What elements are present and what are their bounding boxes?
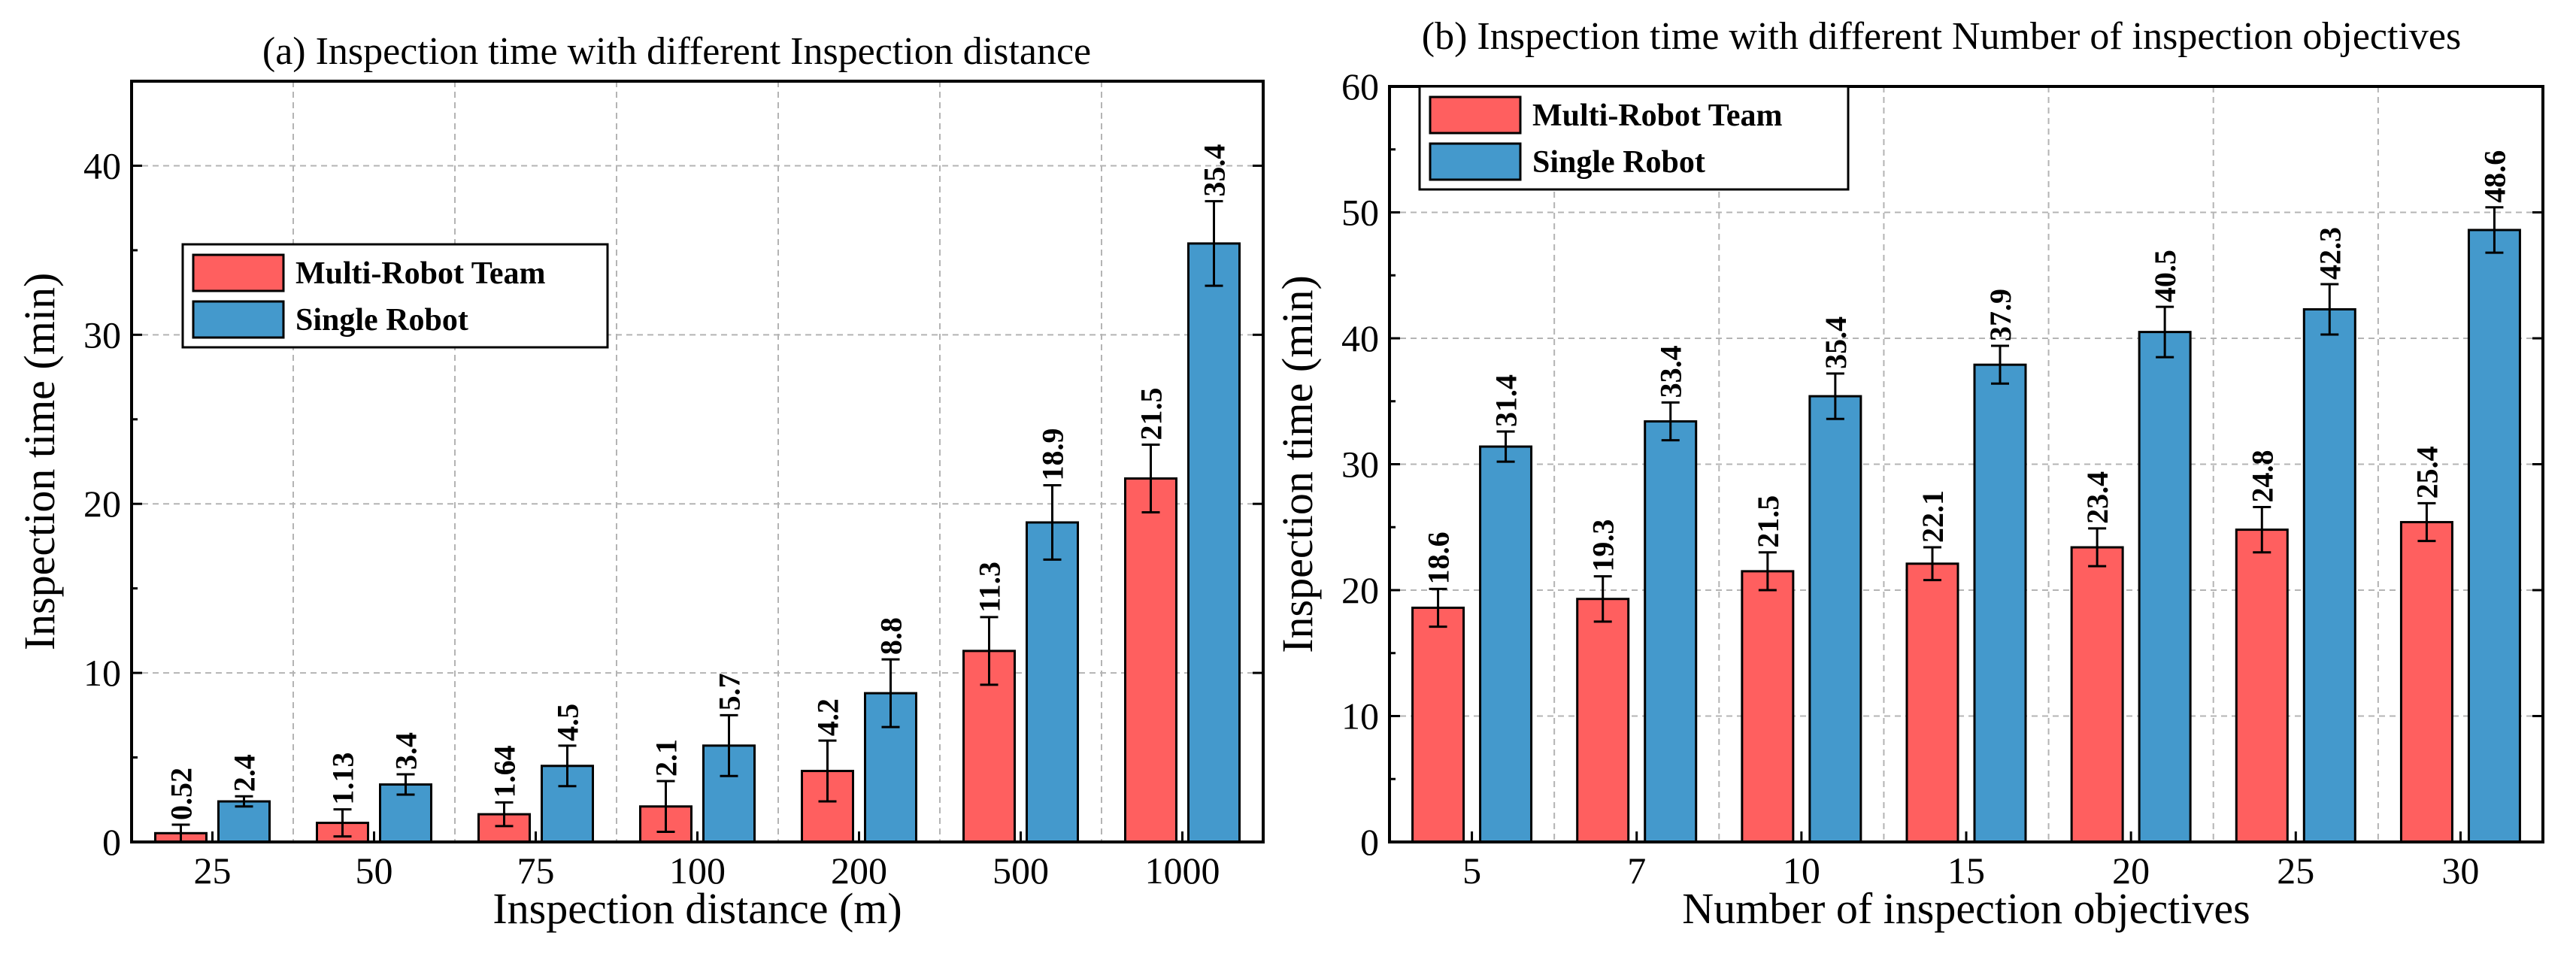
y-tick-label: 30 bbox=[1341, 444, 1379, 486]
bar-single-robot-500 bbox=[1026, 521, 1079, 843]
data-label: 31.4 bbox=[1490, 374, 1523, 427]
x-tick-label: 25 bbox=[194, 849, 232, 892]
data-label: 21.5 bbox=[1135, 388, 1168, 441]
bar-single-robot-1000 bbox=[1187, 242, 1241, 843]
data-label: 4.5 bbox=[551, 704, 585, 741]
bar-single-robot-20 bbox=[2138, 331, 2192, 843]
data-label: 37.9 bbox=[1984, 289, 2017, 341]
data-label: 11.3 bbox=[973, 562, 1007, 613]
x-tick-label: 50 bbox=[356, 849, 393, 892]
legend-label: Single Robot bbox=[295, 303, 468, 338]
bar-multi-robot-7 bbox=[1576, 598, 1630, 843]
legend-label: Multi-Robot Team bbox=[295, 256, 546, 291]
bar-multi-robot-15 bbox=[1905, 562, 1959, 843]
y-tick-label: 10 bbox=[1341, 695, 1379, 737]
x-tick-label: 5 bbox=[1462, 849, 1481, 892]
bar-single-robot-7 bbox=[1644, 420, 1698, 843]
data-label: 1.13 bbox=[326, 753, 360, 805]
y-tick-label: 40 bbox=[83, 144, 121, 186]
chart-title: (a) Inspection time with different Inspe… bbox=[262, 30, 1091, 73]
data-label: 8.8 bbox=[874, 617, 908, 655]
data-label: 18.9 bbox=[1036, 428, 1070, 480]
legend-swatch bbox=[1429, 142, 1522, 181]
data-label: 5.7 bbox=[713, 673, 747, 710]
bar-single-robot-25 bbox=[2302, 307, 2356, 843]
y-tick-label: 20 bbox=[1341, 569, 1379, 611]
x-tick-label: 100 bbox=[669, 849, 726, 892]
x-tick-label: 20 bbox=[2112, 849, 2150, 892]
bar-multi-robot-30 bbox=[2399, 521, 2453, 843]
data-label: 0.52 bbox=[165, 768, 199, 820]
bar-multi-robot-10 bbox=[1741, 570, 1795, 843]
chart-title: (b) Inspection time with different Numbe… bbox=[1422, 15, 2461, 58]
x-tick-label: 30 bbox=[2441, 849, 2479, 892]
legend-label: Single Robot bbox=[1532, 145, 1705, 180]
data-label: 21.5 bbox=[1751, 495, 1785, 548]
bar-single-robot-5 bbox=[1479, 445, 1533, 843]
y-tick-label: 0 bbox=[1360, 821, 1379, 863]
data-label: 35.4 bbox=[1198, 144, 1232, 197]
legend-swatch bbox=[1429, 95, 1522, 135]
y-tick-label: 30 bbox=[83, 313, 121, 356]
x-tick-label: 10 bbox=[1783, 849, 1820, 892]
data-label: 33.4 bbox=[1654, 345, 1688, 398]
y-tick-label: 20 bbox=[83, 483, 121, 525]
data-label: 19.3 bbox=[1587, 519, 1620, 572]
bar-single-robot-15 bbox=[1973, 363, 2027, 843]
chart-b: (b) Inspection time with different Numbe… bbox=[1273, 15, 2544, 933]
data-label: 18.6 bbox=[1422, 531, 1456, 584]
data-label: 40.5 bbox=[2148, 250, 2182, 302]
bar-single-robot-30 bbox=[2467, 229, 2521, 843]
data-label: 3.4 bbox=[389, 732, 423, 770]
data-label: 22.1 bbox=[1916, 490, 1950, 543]
data-label: 4.2 bbox=[811, 698, 845, 736]
chart-a: (a) Inspection time with different Inspe… bbox=[15, 30, 1265, 933]
legend: Multi-Robot Team Single Robot bbox=[181, 243, 609, 349]
y-axis-label: Inspection time (min) bbox=[15, 273, 64, 651]
data-label: 1.64 bbox=[488, 745, 522, 798]
data-label: 48.6 bbox=[2478, 150, 2511, 203]
x-tick-label: 25 bbox=[2277, 849, 2314, 892]
y-tick-label: 0 bbox=[102, 821, 121, 863]
x-tick-label: 500 bbox=[993, 849, 1049, 892]
plot-frame bbox=[130, 80, 1265, 843]
bar-multi-robot-25 bbox=[2235, 528, 2289, 843]
data-label: 2.4 bbox=[228, 754, 262, 792]
data-label: 23.4 bbox=[2080, 471, 2114, 524]
bar-multi-robot-5 bbox=[1411, 606, 1465, 843]
legend-swatch bbox=[192, 253, 285, 292]
y-tick-label: 10 bbox=[83, 652, 121, 694]
data-label: 42.3 bbox=[2313, 227, 2347, 280]
x-tick-label: 7 bbox=[1627, 849, 1646, 892]
x-axis-label: Number of inspection objectives bbox=[1682, 884, 2250, 933]
bar-multi-robot-1000 bbox=[1124, 477, 1177, 843]
x-tick-label: 200 bbox=[831, 849, 887, 892]
data-label: 24.8 bbox=[2245, 450, 2279, 502]
bar-single-robot-10 bbox=[1808, 395, 1862, 843]
bar-multi-robot-20 bbox=[2070, 546, 2124, 843]
y-tick-label: 60 bbox=[1341, 65, 1379, 108]
x-axis-label: Inspection distance (m) bbox=[492, 884, 902, 933]
data-label: 35.4 bbox=[1819, 316, 1853, 369]
legend-swatch bbox=[192, 300, 285, 339]
x-tick-label: 1000 bbox=[1145, 849, 1220, 892]
legend: Multi-Robot Team Single Robot bbox=[1418, 85, 1850, 191]
x-tick-label: 15 bbox=[1947, 849, 1985, 892]
bar-single-robot-25 bbox=[217, 800, 271, 843]
y-tick-label: 40 bbox=[1341, 317, 1379, 359]
legend-label: Multi-Robot Team bbox=[1532, 98, 1783, 133]
y-axis-label: Inspection time (min) bbox=[1273, 275, 1322, 653]
y-tick-label: 50 bbox=[1341, 192, 1379, 234]
data-label: 2.1 bbox=[650, 739, 683, 777]
data-label: 25.4 bbox=[2410, 446, 2444, 498]
x-tick-label: 75 bbox=[517, 849, 555, 892]
